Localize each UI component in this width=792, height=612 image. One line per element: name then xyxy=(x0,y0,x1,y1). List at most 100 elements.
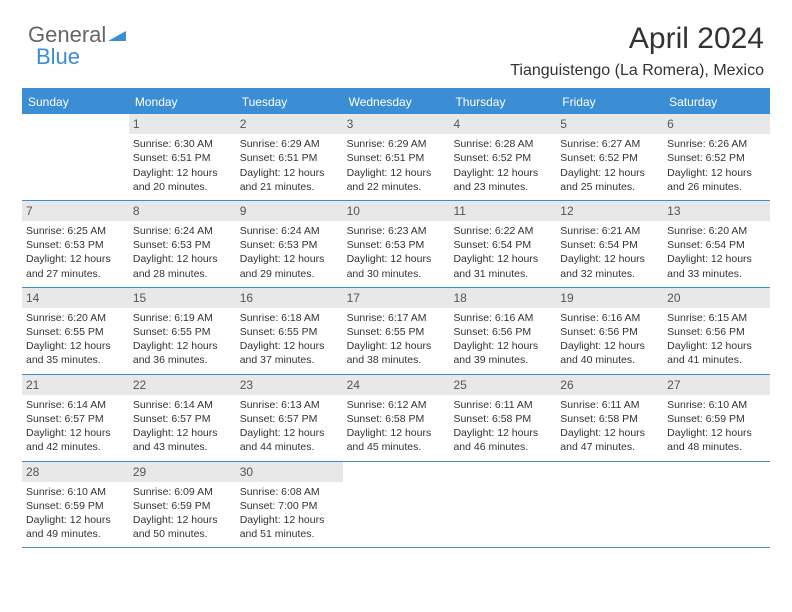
weekday-header: Thursday xyxy=(449,90,556,114)
sunrise-text: Sunrise: 6:28 AM xyxy=(453,137,552,151)
sunrise-text: Sunrise: 6:12 AM xyxy=(347,398,446,412)
daylight-text: Daylight: 12 hours and 37 minutes. xyxy=(240,339,339,367)
daylight-text: Daylight: 12 hours and 50 minutes. xyxy=(133,513,232,541)
sunset-text: Sunset: 6:53 PM xyxy=(133,238,232,252)
calendar-day: 13Sunrise: 6:20 AMSunset: 6:54 PMDayligh… xyxy=(663,201,770,287)
calendar-day: 1 Sunrise: 6:30 AMSunset: 6:51 PMDaylight… xyxy=(129,114,236,200)
day-number: 14 xyxy=(22,288,129,308)
day-number: 15 xyxy=(129,288,236,308)
calendar-day: 3Sunrise: 6:29 AMSunset: 6:51 PMDaylight… xyxy=(343,114,450,200)
daylight-text: Daylight: 12 hours and 51 minutes. xyxy=(240,513,339,541)
calendar-day: 22Sunrise: 6:14 AMSunset: 6:57 PMDayligh… xyxy=(129,375,236,461)
daylight-text: Daylight: 12 hours and 30 minutes. xyxy=(347,252,446,280)
day-number: 8 xyxy=(129,201,236,221)
calendar-day: 23Sunrise: 6:13 AMSunset: 6:57 PMDayligh… xyxy=(236,375,343,461)
sunset-text: Sunset: 6:59 PM xyxy=(26,499,125,513)
sunrise-text: Sunrise: 6:11 AM xyxy=(560,398,659,412)
calendar-day: 26Sunrise: 6:11 AMSunset: 6:58 PMDayligh… xyxy=(556,375,663,461)
day-number: 1 xyxy=(129,114,236,134)
sunrise-text: Sunrise: 6:20 AM xyxy=(26,311,125,325)
sunrise-text: Sunrise: 6:14 AM xyxy=(26,398,125,412)
day-number: 27 xyxy=(663,375,770,395)
weekday-header: Tuesday xyxy=(236,90,343,114)
calendar-day: 10Sunrise: 6:23 AMSunset: 6:53 PMDayligh… xyxy=(343,201,450,287)
daylight-text: Daylight: 12 hours and 40 minutes. xyxy=(560,339,659,367)
day-number: 16 xyxy=(236,288,343,308)
sunset-text: Sunset: 6:51 PM xyxy=(133,151,232,165)
calendar-week: 14Sunrise: 6:20 AMSunset: 6:55 PMDayligh… xyxy=(22,288,770,375)
daylight-text: Daylight: 12 hours and 36 minutes. xyxy=(133,339,232,367)
sunset-text: Sunset: 6:58 PM xyxy=(347,412,446,426)
sunset-text: Sunset: 6:52 PM xyxy=(560,151,659,165)
calendar: SundayMondayTuesdayWednesdayThursdayFrid… xyxy=(22,88,770,548)
sunset-text: Sunset: 6:55 PM xyxy=(347,325,446,339)
day-number: 3 xyxy=(343,114,450,134)
day-number: 20 xyxy=(663,288,770,308)
daylight-text: Daylight: 12 hours and 20 minutes. xyxy=(133,166,232,194)
daylight-text: Daylight: 12 hours and 35 minutes. xyxy=(26,339,125,367)
calendar-day: 11Sunrise: 6:22 AMSunset: 6:54 PMDayligh… xyxy=(449,201,556,287)
calendar-week: 28Sunrise: 6:10 AMSunset: 6:59 PMDayligh… xyxy=(22,462,770,549)
day-number: 11 xyxy=(449,201,556,221)
daylight-text: Daylight: 12 hours and 38 minutes. xyxy=(347,339,446,367)
weekday-header: Friday xyxy=(556,90,663,114)
calendar-day: 25Sunrise: 6:11 AMSunset: 6:58 PMDayligh… xyxy=(449,375,556,461)
calendar-day: 4Sunrise: 6:28 AMSunset: 6:52 PMDaylight… xyxy=(449,114,556,200)
calendar-day: 20Sunrise: 6:15 AMSunset: 6:56 PMDayligh… xyxy=(663,288,770,374)
daylight-text: Daylight: 12 hours and 22 minutes. xyxy=(347,166,446,194)
sunrise-text: Sunrise: 6:27 AM xyxy=(560,137,659,151)
day-number: 5 xyxy=(556,114,663,134)
day-number: 9 xyxy=(236,201,343,221)
calendar-day: 24Sunrise: 6:12 AMSunset: 6:58 PMDayligh… xyxy=(343,375,450,461)
calendar-day: 9Sunrise: 6:24 AMSunset: 6:53 PMDaylight… xyxy=(236,201,343,287)
day-number: 13 xyxy=(663,201,770,221)
daylight-text: Daylight: 12 hours and 46 minutes. xyxy=(453,426,552,454)
logo-triangle-icon xyxy=(108,22,126,48)
sunrise-text: Sunrise: 6:18 AM xyxy=(240,311,339,325)
daylight-text: Daylight: 12 hours and 33 minutes. xyxy=(667,252,766,280)
daylight-text: Daylight: 12 hours and 49 minutes. xyxy=(26,513,125,541)
sunrise-text: Sunrise: 6:23 AM xyxy=(347,224,446,238)
sunrise-text: Sunrise: 6:09 AM xyxy=(133,485,232,499)
sunset-text: Sunset: 6:54 PM xyxy=(453,238,552,252)
calendar-day: 21Sunrise: 6:14 AMSunset: 6:57 PMDayligh… xyxy=(22,375,129,461)
daylight-text: Daylight: 12 hours and 26 minutes. xyxy=(667,166,766,194)
day-number: 23 xyxy=(236,375,343,395)
sunrise-text: Sunrise: 6:22 AM xyxy=(453,224,552,238)
sunset-text: Sunset: 7:00 PM xyxy=(240,499,339,513)
calendar-day: 14Sunrise: 6:20 AMSunset: 6:55 PMDayligh… xyxy=(22,288,129,374)
page-title: April 2024 xyxy=(629,22,764,56)
calendar-week: 7Sunrise: 6:25 AMSunset: 6:53 PMDaylight… xyxy=(22,201,770,288)
calendar-day: 16Sunrise: 6:18 AMSunset: 6:55 PMDayligh… xyxy=(236,288,343,374)
daylight-text: Daylight: 12 hours and 44 minutes. xyxy=(240,426,339,454)
sunset-text: Sunset: 6:56 PM xyxy=(560,325,659,339)
day-number: 22 xyxy=(129,375,236,395)
sunrise-text: Sunrise: 6:25 AM xyxy=(26,224,125,238)
day-number: 6 xyxy=(663,114,770,134)
daylight-text: Daylight: 12 hours and 27 minutes. xyxy=(26,252,125,280)
day-number: 28 xyxy=(22,462,129,482)
daylight-text: Daylight: 12 hours and 47 minutes. xyxy=(560,426,659,454)
daylight-text: Daylight: 12 hours and 21 minutes. xyxy=(240,166,339,194)
weekday-header: Sunday xyxy=(22,90,129,114)
sunset-text: Sunset: 6:55 PM xyxy=(133,325,232,339)
calendar-day: 6Sunrise: 6:26 AMSunset: 6:52 PMDaylight… xyxy=(663,114,770,200)
sunrise-text: Sunrise: 6:11 AM xyxy=(453,398,552,412)
day-number: 29 xyxy=(129,462,236,482)
sunrise-text: Sunrise: 6:30 AM xyxy=(133,137,232,151)
location-label: Tianguistengo (La Romera), Mexico xyxy=(510,62,764,80)
sunrise-text: Sunrise: 6:19 AM xyxy=(133,311,232,325)
daylight-text: Daylight: 12 hours and 42 minutes. xyxy=(26,426,125,454)
calendar-day: 28Sunrise: 6:10 AMSunset: 6:59 PMDayligh… xyxy=(22,462,129,548)
sunset-text: Sunset: 6:51 PM xyxy=(240,151,339,165)
sunset-text: Sunset: 6:52 PM xyxy=(453,151,552,165)
day-number: 7 xyxy=(22,201,129,221)
calendar-day xyxy=(556,462,663,548)
daylight-text: Daylight: 12 hours and 25 minutes. xyxy=(560,166,659,194)
sunset-text: Sunset: 6:53 PM xyxy=(347,238,446,252)
logo-text-blue: Blue xyxy=(36,44,80,70)
sunset-text: Sunset: 6:56 PM xyxy=(667,325,766,339)
sunset-text: Sunset: 6:58 PM xyxy=(453,412,552,426)
sunset-text: Sunset: 6:58 PM xyxy=(560,412,659,426)
calendar-day: 5 Sunrise: 6:27 AMSunset: 6:52 PMDaylight… xyxy=(556,114,663,200)
